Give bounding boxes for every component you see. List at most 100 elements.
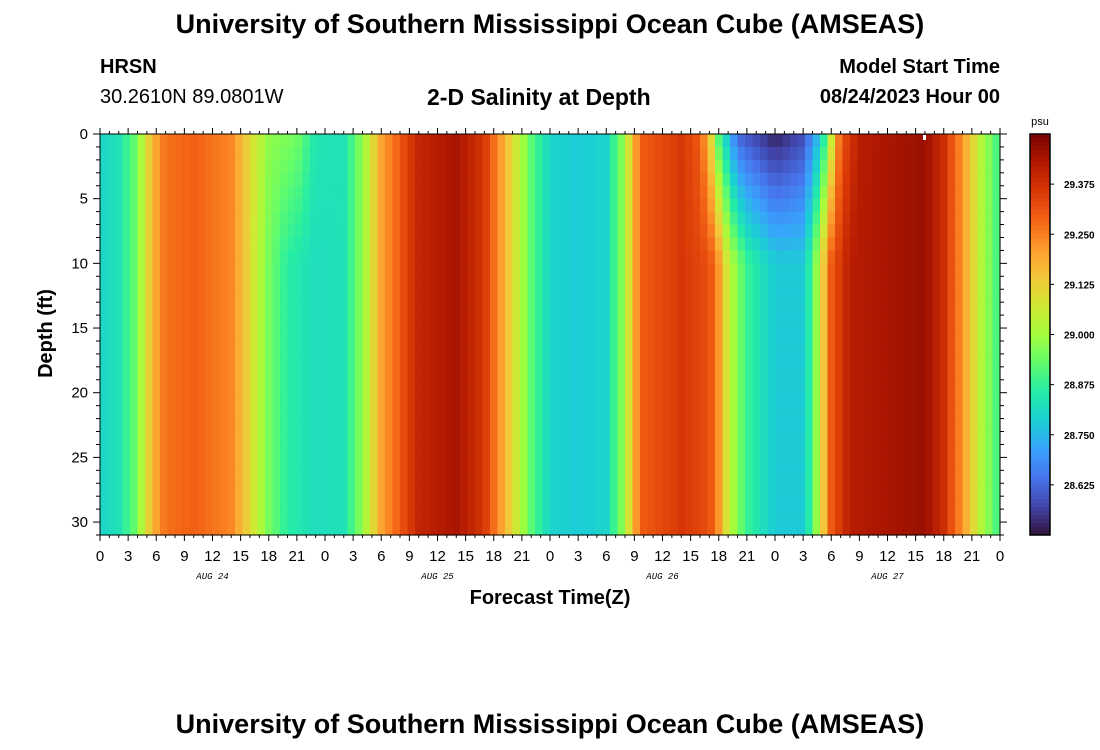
heatmap-cell [415, 444, 424, 458]
heatmap-cell [610, 483, 619, 497]
heatmap-cell [985, 315, 994, 329]
heatmap-cell [242, 146, 251, 161]
heatmap-cell [295, 146, 304, 161]
heatmap-cell [745, 431, 754, 446]
heatmap-cell [992, 496, 1001, 510]
heatmap-cell [977, 496, 986, 510]
heatmap-cell [857, 522, 866, 536]
heatmap-cell [182, 509, 191, 523]
heatmap-cell [587, 224, 596, 239]
heatmap-cell [805, 211, 814, 226]
heatmap-cell [520, 522, 529, 536]
heatmap-cell [475, 315, 484, 329]
heatmap-cell [752, 276, 761, 290]
heatmap-cell [557, 263, 566, 277]
heatmap-cell [962, 496, 971, 510]
heatmap-cell [325, 315, 334, 329]
heatmap-cell [602, 418, 611, 433]
heatmap-cell [835, 263, 844, 277]
heatmap-cell [850, 431, 859, 446]
heatmap-cell [437, 522, 446, 536]
heatmap-cell [520, 405, 529, 420]
heatmap-cell [475, 250, 484, 264]
colorbar-tick-label: 29.125 [1064, 280, 1095, 291]
heatmap-cell [325, 470, 334, 484]
heatmap-cell [992, 146, 1001, 161]
heatmap-cell [452, 289, 461, 303]
heatmap-cell [370, 496, 379, 510]
heatmap-cell [302, 483, 311, 497]
heatmap-cell [212, 509, 221, 523]
heatmap-cell [617, 134, 626, 148]
heatmap-cell [917, 172, 926, 187]
heatmap-cell [775, 431, 784, 446]
heatmap-cell [482, 483, 491, 497]
heatmap-cell [790, 198, 799, 213]
heatmap-cell [970, 522, 979, 536]
heatmap-cell [977, 431, 986, 446]
heatmap-cell [970, 405, 979, 420]
heatmap-cell [280, 315, 289, 329]
heatmap-cell [737, 483, 746, 497]
heatmap-cell [467, 146, 476, 161]
heatmap-cell [700, 328, 709, 342]
heatmap-cell [160, 172, 169, 187]
heatmap-cell [692, 172, 701, 187]
heatmap-cell [977, 237, 986, 252]
heatmap-cell [872, 470, 881, 484]
heatmap-cell [880, 250, 889, 264]
heatmap-cell [265, 159, 274, 174]
heatmap-cell [580, 470, 589, 484]
heatmap-cell [700, 392, 709, 407]
heatmap-cell [197, 289, 206, 303]
heatmap-cell [977, 418, 986, 433]
heatmap-cell [655, 289, 664, 303]
colorbar-segment [1030, 286, 1050, 291]
heatmap-cell [272, 289, 281, 303]
heatmap-cell [722, 522, 731, 536]
heatmap-cell [655, 224, 664, 239]
heatmap-cell [707, 211, 716, 226]
heatmap-cell [587, 198, 596, 213]
heatmap-cell [272, 172, 281, 187]
heatmap-cell [460, 392, 469, 407]
heatmap-cell [220, 431, 229, 446]
colorbar-segment [1030, 482, 1050, 488]
heatmap-cell [340, 185, 349, 200]
heatmap-cell [137, 211, 146, 226]
heatmap-cell [977, 444, 986, 458]
heatmap-cell [902, 289, 911, 303]
heatmap-cell [235, 276, 244, 290]
heatmap-cell [707, 418, 716, 433]
heatmap-cell [160, 237, 169, 252]
heatmap-cell [430, 211, 439, 226]
heatmap-cell [692, 509, 701, 523]
heatmap-cell [827, 289, 836, 303]
heatmap-cell [497, 172, 506, 187]
heatmap-cell [752, 444, 761, 458]
heatmap-cell [392, 444, 401, 458]
heatmap-cell [602, 263, 611, 277]
y-tick-label: 5 [80, 191, 88, 208]
heatmap-cell [647, 224, 656, 239]
heatmap-cell [250, 237, 259, 252]
heatmap-cell [850, 509, 859, 523]
heatmap-cell [205, 470, 214, 484]
heatmap-cell [820, 418, 829, 433]
heatmap-cell [377, 340, 386, 355]
heatmap-cell [107, 444, 116, 458]
heatmap-cell [557, 483, 566, 497]
heatmap-cell [497, 250, 506, 264]
heatmap-cell [835, 315, 844, 329]
heatmap-cell [392, 483, 401, 497]
heatmap-cell [572, 340, 581, 355]
heatmap-cell [100, 250, 109, 264]
heatmap-cell [722, 353, 731, 368]
heatmap-cell [377, 263, 386, 277]
heatmap-cell [902, 250, 911, 264]
heatmap-cell [182, 470, 191, 484]
heatmap-cell [520, 496, 529, 510]
heatmap-cell [677, 444, 686, 458]
heatmap-cell [647, 289, 656, 303]
heatmap-cell [385, 496, 394, 510]
